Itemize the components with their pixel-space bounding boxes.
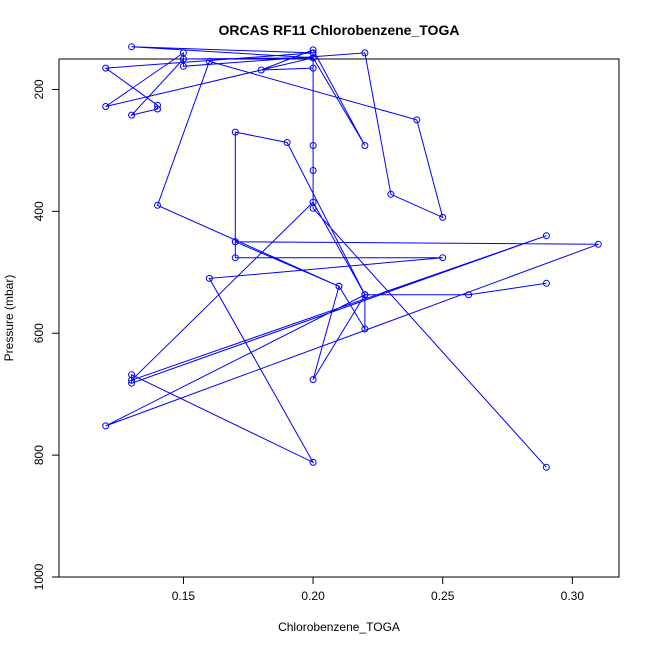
data-point	[542, 463, 550, 471]
data-point	[102, 64, 110, 72]
data-point	[309, 64, 317, 72]
data-point	[231, 238, 239, 246]
data-point	[128, 43, 136, 51]
x-tick-label: 0.30	[561, 589, 585, 603]
data-point	[102, 422, 110, 430]
data-point	[361, 142, 369, 149]
y-axis-label: Pressure (mbar)	[2, 275, 16, 362]
data-point	[439, 213, 447, 221]
data-point	[309, 376, 317, 384]
x-tick-label: 0.15	[172, 589, 196, 603]
data-point	[542, 279, 550, 287]
data-point	[465, 291, 473, 299]
x-axis-label: Chlorobenzene_TOGA	[278, 620, 400, 634]
data-point	[154, 105, 161, 113]
data-point	[283, 139, 291, 146]
data-point	[361, 49, 369, 57]
data-point	[128, 376, 136, 384]
data-point	[257, 66, 265, 74]
data-point	[309, 49, 317, 57]
y-tick-label: 400	[32, 201, 46, 221]
y-tick-label: 800	[32, 445, 46, 465]
data-point	[309, 458, 317, 466]
data-point	[594, 240, 602, 248]
data-point	[309, 167, 317, 174]
data-point	[205, 274, 213, 282]
data-point	[128, 111, 136, 119]
y-axis: 200 400 600 800 1000	[32, 79, 59, 590]
data-point	[154, 101, 161, 109]
data-point	[361, 325, 369, 333]
y-tick-label: 600	[32, 323, 46, 343]
data-point	[413, 116, 421, 124]
y-tick-label: 200	[32, 79, 46, 99]
x-axis: 0.15 0.20 0.25 0.30	[172, 577, 585, 603]
data-point	[179, 49, 187, 57]
data-point	[335, 282, 343, 290]
series-plot	[102, 43, 602, 471]
data-point	[179, 62, 187, 70]
data-point	[439, 254, 447, 262]
data-point	[231, 254, 239, 262]
x-tick-label: 0.20	[301, 589, 325, 603]
data-point	[309, 142, 317, 149]
data-point	[231, 128, 239, 136]
data-point	[154, 201, 161, 209]
data-point	[387, 190, 395, 198]
series-line	[104, 46, 599, 468]
data-point	[542, 232, 550, 240]
data-point	[309, 198, 317, 206]
chart-title: ORCAS RF11 Chlorobenzene_TOGA	[219, 22, 460, 38]
data-point	[309, 46, 317, 54]
data-point	[361, 291, 369, 299]
y-tick-label: 1000	[32, 563, 46, 590]
data-point	[205, 57, 213, 65]
data-point	[102, 103, 110, 110]
plot-area	[58, 58, 620, 578]
data-point	[128, 379, 136, 387]
data-point	[309, 54, 317, 62]
x-tick-label: 0.25	[431, 589, 455, 603]
